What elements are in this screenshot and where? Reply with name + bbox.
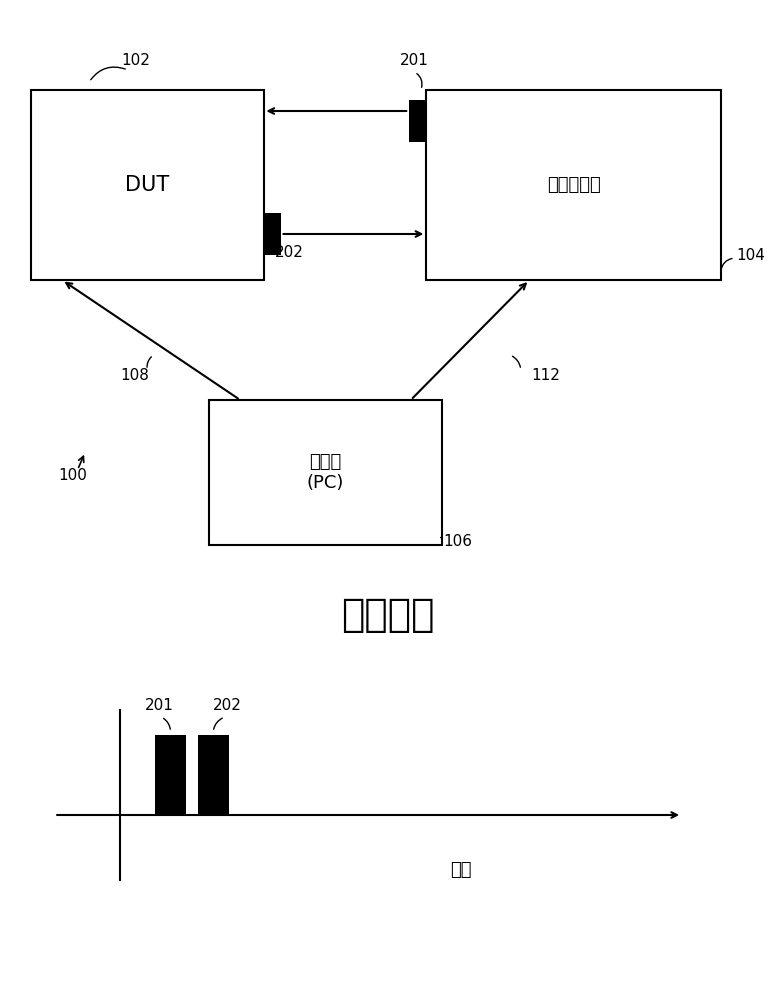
Bar — [409, 100, 426, 142]
Text: 100: 100 — [58, 468, 87, 483]
Text: 202: 202 — [275, 245, 304, 260]
Bar — [264, 213, 281, 255]
Text: 201: 201 — [144, 698, 174, 713]
Text: 201: 201 — [400, 53, 429, 68]
Text: 102: 102 — [121, 53, 150, 68]
Text: 时间: 时间 — [450, 861, 472, 879]
Text: 112: 112 — [531, 367, 560, 382]
Text: 202: 202 — [212, 698, 242, 713]
Text: 104: 104 — [736, 247, 765, 262]
Bar — [426, 90, 721, 280]
Bar — [198, 735, 229, 815]
Text: 106: 106 — [443, 534, 472, 550]
Text: 无线测试仪: 无线测试仪 — [546, 176, 601, 194]
Text: DUT: DUT — [125, 175, 170, 195]
Bar — [209, 400, 442, 545]
Bar — [155, 735, 186, 815]
Bar — [31, 90, 264, 280]
Text: 现有技术: 现有技术 — [341, 596, 434, 634]
Text: 控制器
(PC): 控制器 (PC) — [307, 453, 344, 492]
Text: 108: 108 — [120, 367, 149, 382]
